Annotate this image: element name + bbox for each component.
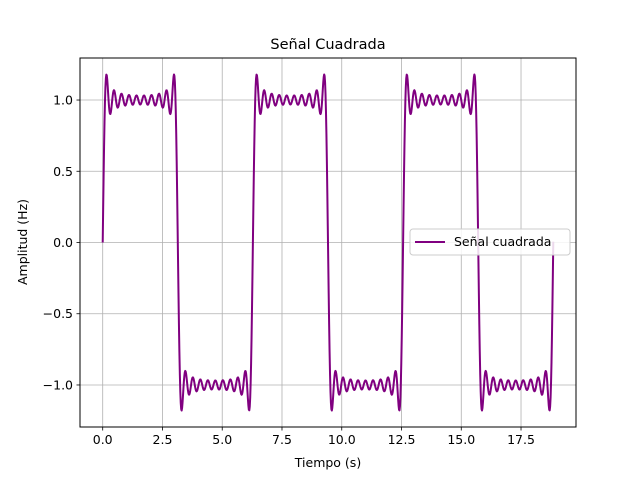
y-tick-label: −0.5	[43, 306, 73, 321]
y-tick-label: 1.0	[53, 93, 73, 108]
x-axis: 0.0 2.5 5.0 7.5 10.0 12.5 15.0 17.5	[93, 427, 535, 447]
y-tick-label: 0.5	[53, 164, 73, 179]
x-tick-label: 0.0	[93, 432, 113, 447]
x-tick-label: 2.5	[153, 432, 173, 447]
chart-title: Señal Cuadrada	[270, 37, 385, 53]
x-tick-label: 10.0	[328, 432, 356, 447]
y-axis-label: Amplitud (Hz)	[15, 199, 30, 285]
y-axis: −1.0 −0.5 0.0 0.5 1.0	[43, 93, 80, 392]
x-tick-label: 15.0	[447, 432, 475, 447]
x-tick-label: 5.0	[212, 432, 232, 447]
x-axis-label: Tiempo (s)	[294, 455, 361, 470]
legend-box	[409, 228, 571, 256]
grid-lines	[80, 58, 576, 427]
y-tick-label: −1.0	[43, 377, 73, 392]
x-tick-label: 12.5	[388, 432, 416, 447]
y-tick-label: 0.0	[53, 235, 73, 250]
x-tick-label: 17.5	[507, 432, 535, 447]
legend-label: Señal cuadrada	[454, 234, 551, 249]
legend: Señal cuadrada	[409, 228, 571, 256]
x-tick-label: 7.5	[272, 432, 292, 447]
